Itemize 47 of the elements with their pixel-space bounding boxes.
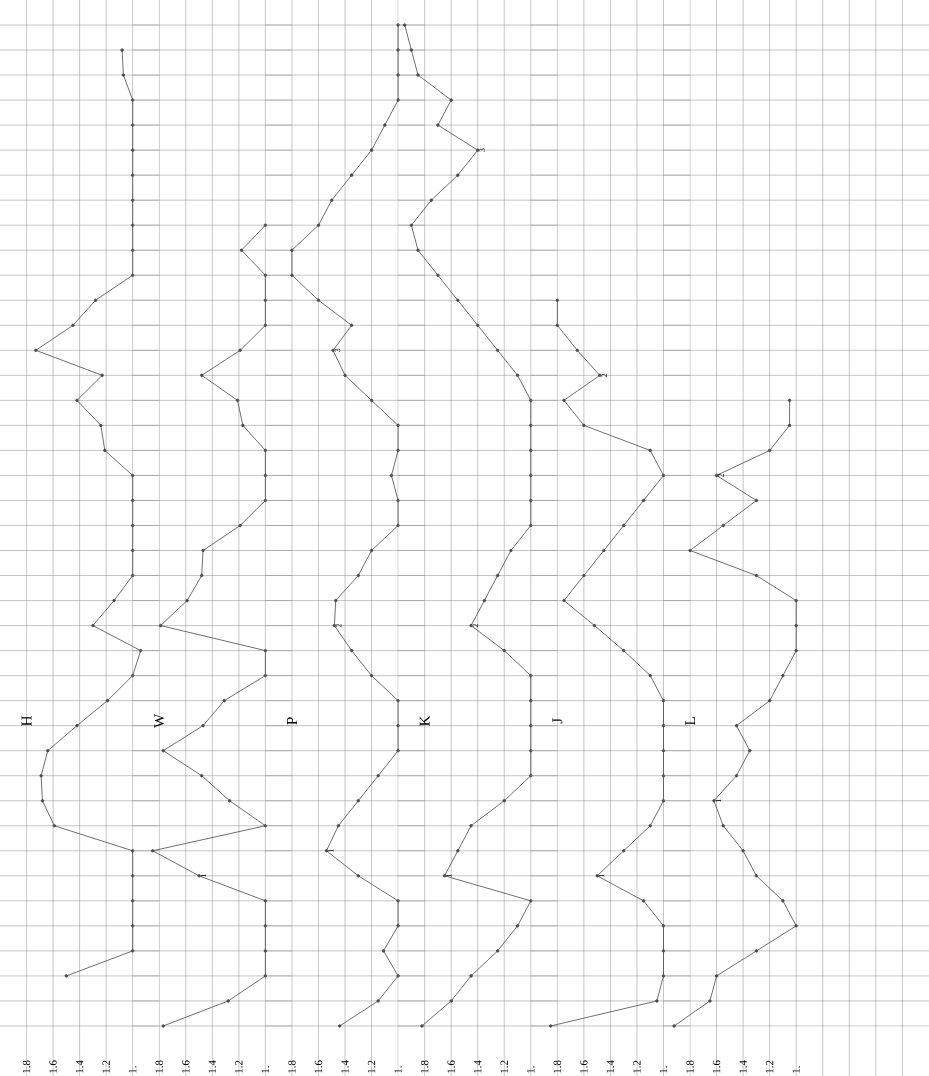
text: J: [552, 718, 563, 724]
text: P: [287, 717, 297, 725]
text: L: [685, 717, 695, 726]
annotation: 1: [200, 874, 207, 878]
annotation: 2: [472, 624, 479, 628]
x-tick-label: 1.4: [474, 1060, 482, 1073]
x-tick-label: 1.4: [606, 1060, 615, 1073]
text: H: [21, 715, 32, 726]
x-tick-label: 1.6: [49, 1060, 57, 1073]
x-tick-label: 1.: [261, 1066, 270, 1073]
annotation: 2: [601, 373, 607, 377]
annotation: 2: [718, 473, 724, 478]
annotation: 2: [336, 624, 342, 628]
x-tick-label: 1.: [394, 1066, 402, 1073]
x-tick-label: 1.2: [367, 1060, 376, 1073]
annotation: 1: [328, 849, 334, 853]
x-tick-label: 1.: [527, 1066, 535, 1073]
x-tick-label: 1.6: [712, 1060, 721, 1073]
x-tick-label: 1.2: [765, 1060, 774, 1073]
x-tick-label: 1.2: [500, 1060, 508, 1073]
x-tick-label: 1.8: [420, 1060, 429, 1073]
x-tick-label: 1.8: [553, 1060, 562, 1073]
annotation: 3: [479, 148, 485, 152]
x-tick-label: 1.8: [288, 1060, 296, 1073]
x-tick-label: 1.4: [75, 1060, 84, 1073]
x-tick-label: 1.6: [182, 1060, 190, 1073]
x-tick-label: 1.4: [739, 1060, 747, 1073]
annotation: 1: [446, 874, 452, 878]
x-tick-label: 1.6: [580, 1060, 588, 1073]
x-tick-label: 1.2: [633, 1060, 641, 1073]
annotation: 1: [715, 799, 721, 803]
x-tick-label: 1.6: [447, 1060, 455, 1073]
x-tick-label: 1.4: [341, 1060, 349, 1073]
x-tick-label: 1.: [659, 1066, 668, 1073]
annotation: 1: [598, 874, 605, 878]
x-tick-label: 1.8: [155, 1060, 163, 1073]
x-tick-label: 1.2: [235, 1060, 243, 1073]
x-tick-label: 1.4: [208, 1060, 217, 1073]
annotation: 3: [334, 348, 341, 352]
x-tick-label: 1.8: [22, 1060, 31, 1073]
x-tick-label: 1.6: [314, 1060, 323, 1073]
x-tick-label: 1.8: [686, 1060, 694, 1073]
text: K: [419, 715, 430, 726]
x-tick-label: 1.: [792, 1066, 800, 1073]
text: W: [154, 713, 165, 728]
x-tick-label: 1.: [128, 1066, 137, 1073]
x-tick-label: 1.2: [102, 1060, 110, 1073]
